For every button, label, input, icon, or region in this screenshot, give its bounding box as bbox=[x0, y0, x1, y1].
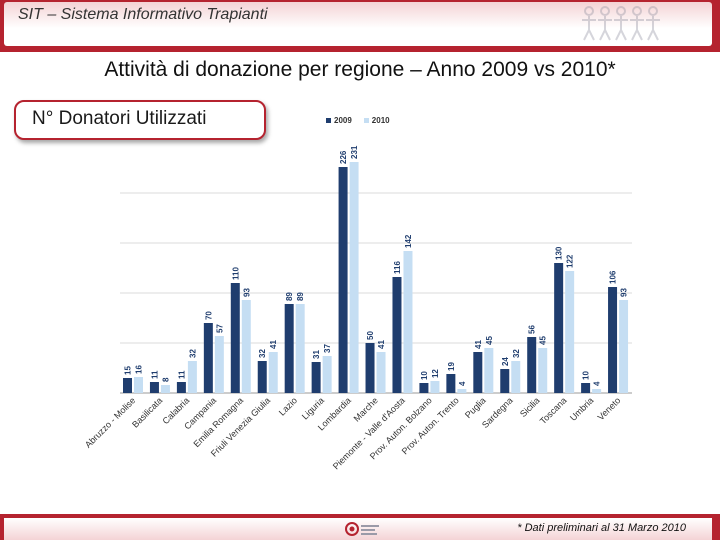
x-tick-label: Sicilia bbox=[518, 395, 542, 419]
footnote: * Dati preliminari al 31 Marzo 2010 bbox=[517, 522, 686, 534]
header-panel: SIT – Sistema Informativo Trapianti bbox=[4, 2, 712, 46]
data-label-2010: 122 bbox=[566, 254, 575, 268]
data-label-2010: 93 bbox=[620, 288, 629, 297]
data-label-2010: 8 bbox=[161, 377, 170, 382]
data-label-2009: 130 bbox=[555, 246, 564, 260]
bar-2009 bbox=[149, 382, 159, 393]
data-label-2009: 226 bbox=[339, 150, 348, 164]
bar-2009 bbox=[527, 337, 537, 393]
x-tick-label: Toscana bbox=[538, 395, 569, 426]
bar-2010 bbox=[619, 300, 629, 393]
bar-2010 bbox=[592, 389, 602, 393]
chart-legend: 2009 2010 bbox=[326, 116, 390, 125]
data-label-2009: 24 bbox=[501, 357, 510, 366]
data-label-2009: 41 bbox=[474, 340, 483, 349]
data-label-2010: 57 bbox=[215, 324, 224, 333]
bar-2009 bbox=[554, 263, 564, 393]
legend-swatch-2010 bbox=[363, 118, 369, 123]
page-title: Attività di donazione per regione – Anno… bbox=[104, 58, 616, 81]
x-tick-label: Liguria bbox=[300, 395, 326, 421]
data-label-2010: 231 bbox=[350, 145, 359, 159]
data-label-2010: 89 bbox=[296, 292, 305, 301]
data-label-2009: 56 bbox=[528, 325, 537, 334]
data-label-2009: 15 bbox=[124, 366, 133, 375]
bar-2009 bbox=[338, 167, 348, 393]
bar-2009 bbox=[203, 323, 213, 393]
legend-label-2009: 2009 bbox=[334, 116, 352, 125]
data-label-2010: 32 bbox=[188, 349, 197, 358]
bar-2009 bbox=[123, 378, 132, 393]
data-label-2009: 106 bbox=[609, 270, 618, 284]
chart-subtitle: N° Donatori Utilizzati bbox=[32, 108, 207, 129]
legend-item-2009: 2009 bbox=[326, 116, 352, 125]
data-label-2009: 70 bbox=[204, 311, 213, 320]
bar-2009 bbox=[419, 383, 429, 393]
bar-2010 bbox=[187, 361, 197, 393]
bar-2010 bbox=[295, 304, 305, 393]
legend-item-2010: 2010 bbox=[363, 116, 390, 125]
bar-2009 bbox=[581, 383, 591, 393]
bar-2010 bbox=[538, 348, 548, 393]
data-label-2009: 116 bbox=[393, 261, 402, 274]
data-label-2010: 93 bbox=[242, 288, 251, 297]
x-tick-label: Veneto bbox=[596, 395, 623, 422]
bar-2010 bbox=[457, 389, 467, 393]
people-chain-icon bbox=[582, 6, 660, 41]
data-label-2010: 37 bbox=[323, 344, 332, 353]
chart-subtitle-box: N° Donatori Utilizzati bbox=[14, 100, 266, 140]
bar-2009 bbox=[176, 382, 186, 393]
app-title: SIT – Sistema Informativo Trapianti bbox=[18, 6, 268, 23]
data-label-2009: 31 bbox=[312, 350, 321, 359]
data-label-2010: 45 bbox=[485, 336, 494, 345]
bar-2009 bbox=[608, 287, 618, 393]
bar-2009 bbox=[500, 369, 510, 393]
data-label-2010: 4 bbox=[458, 381, 467, 386]
x-tick-label: Lazio bbox=[277, 395, 299, 417]
data-label-2010: 4 bbox=[593, 381, 602, 386]
bar-2010 bbox=[376, 352, 386, 393]
data-label-2010: 16 bbox=[135, 365, 144, 374]
bar-2010 bbox=[403, 251, 413, 393]
bar-2009 bbox=[392, 277, 402, 393]
bar-2010 bbox=[214, 336, 224, 393]
legend-label-2010: 2010 bbox=[371, 116, 390, 125]
data-label-2009: 11 bbox=[150, 370, 159, 379]
bar-2010 bbox=[565, 271, 575, 393]
data-label-2009: 32 bbox=[258, 349, 267, 358]
bar-2009 bbox=[365, 343, 375, 393]
data-label-2009: 89 bbox=[285, 292, 294, 301]
bar-2009 bbox=[311, 362, 321, 393]
data-label-2010: 41 bbox=[269, 340, 278, 349]
bar-2010 bbox=[430, 381, 440, 393]
bar-2010 bbox=[268, 352, 278, 393]
data-label-2010: 32 bbox=[512, 349, 521, 358]
bar-2009 bbox=[446, 374, 456, 393]
bar-2010 bbox=[241, 300, 251, 393]
data-label-2009: 19 bbox=[447, 362, 456, 371]
bar-2010 bbox=[134, 377, 143, 393]
bar-2010 bbox=[322, 356, 332, 393]
bar-2010 bbox=[349, 162, 359, 393]
bar-2010 bbox=[160, 385, 170, 393]
data-label-2009: 50 bbox=[366, 331, 375, 340]
bar-2009 bbox=[230, 283, 240, 393]
bar-2009 bbox=[257, 361, 267, 393]
data-label-2009: 110 bbox=[231, 267, 240, 280]
legend-swatch-2009 bbox=[326, 118, 331, 123]
data-label-2009: 10 bbox=[582, 371, 591, 380]
data-label-2010: 12 bbox=[431, 369, 440, 378]
bar-2009 bbox=[284, 304, 294, 393]
x-tick-label: Umbria bbox=[568, 395, 596, 423]
centro-nazionale-trapianti-logo-icon bbox=[345, 522, 379, 536]
bar-2010 bbox=[484, 348, 494, 393]
bar-2010 bbox=[511, 361, 521, 393]
data-label-2009: 11 bbox=[177, 370, 186, 379]
bar-2009 bbox=[473, 352, 483, 393]
x-tick-label: Puglia bbox=[463, 395, 488, 420]
data-label-2009: 10 bbox=[420, 371, 429, 380]
data-label-2010: 41 bbox=[377, 340, 386, 349]
data-label-2010: 142 bbox=[404, 234, 413, 248]
data-label-2010: 45 bbox=[539, 336, 548, 345]
